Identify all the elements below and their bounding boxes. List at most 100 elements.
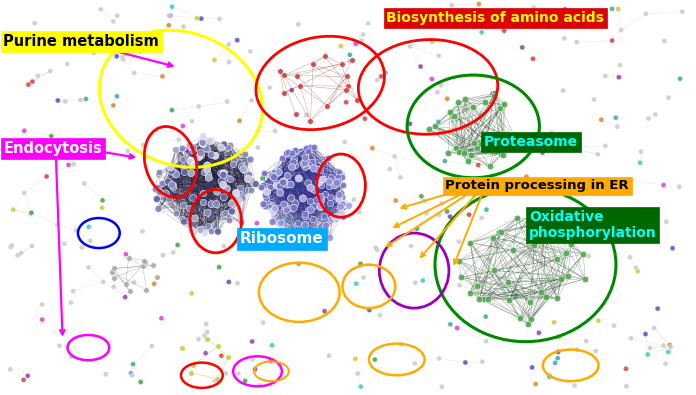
Point	[282, 173, 293, 179]
Point	[404, 120, 416, 127]
Point	[650, 111, 661, 118]
Point	[178, 23, 189, 30]
Point	[288, 159, 299, 166]
Point	[276, 177, 287, 184]
Point	[502, 279, 513, 286]
Point	[308, 165, 319, 171]
Point	[592, 151, 603, 158]
Point	[278, 72, 290, 79]
Point	[239, 167, 250, 173]
Point	[153, 172, 164, 178]
Point	[294, 236, 305, 243]
Point	[227, 198, 238, 204]
Point	[347, 57, 358, 64]
Point	[36, 301, 47, 308]
Point	[167, 184, 178, 190]
Point	[677, 9, 688, 15]
Point	[313, 233, 324, 240]
Point	[476, 29, 487, 36]
Point	[294, 241, 306, 248]
Point	[514, 315, 525, 322]
Point	[290, 162, 301, 168]
Point	[207, 162, 218, 168]
Point	[500, 132, 512, 139]
Point	[37, 316, 48, 323]
Point	[298, 161, 309, 167]
Point	[308, 144, 319, 150]
Point	[260, 183, 271, 189]
Point	[18, 377, 29, 383]
Point	[153, 169, 164, 175]
Point	[187, 145, 198, 151]
Point	[12, 252, 23, 258]
Point	[197, 199, 208, 205]
Point	[370, 245, 381, 251]
Point	[157, 252, 168, 258]
Point	[97, 279, 109, 285]
Text: Protein processing in ER: Protein processing in ER	[445, 179, 629, 192]
Point	[257, 175, 268, 182]
Point	[216, 170, 227, 177]
Point	[302, 148, 313, 154]
Point	[453, 239, 464, 245]
Point	[528, 143, 539, 150]
Point	[254, 382, 265, 389]
Point	[205, 228, 216, 235]
Point	[498, 185, 509, 192]
Point	[280, 150, 291, 157]
Point	[376, 73, 387, 79]
Point	[482, 295, 493, 302]
Point	[465, 151, 476, 158]
Point	[220, 370, 231, 376]
Point	[255, 184, 267, 190]
Point	[237, 195, 248, 201]
Point	[600, 73, 611, 79]
Point	[600, 143, 611, 149]
Point	[426, 76, 437, 82]
Point	[199, 230, 210, 237]
Point	[356, 38, 367, 44]
Point	[257, 184, 268, 190]
Point	[108, 284, 119, 290]
Point	[620, 366, 631, 372]
Point	[198, 169, 209, 175]
Point	[487, 90, 498, 96]
Point	[358, 275, 369, 281]
Point	[278, 90, 290, 96]
Point	[494, 232, 505, 238]
Point	[324, 182, 335, 189]
Point	[156, 315, 167, 322]
Point	[223, 175, 234, 182]
Point	[108, 18, 119, 24]
Point	[308, 187, 319, 193]
Point	[242, 176, 253, 182]
Point	[216, 145, 227, 151]
Point	[176, 145, 187, 151]
Point	[467, 104, 478, 110]
Point	[442, 96, 453, 102]
Point	[166, 4, 177, 10]
Point	[171, 171, 182, 177]
Point	[472, 283, 483, 289]
Point	[583, 253, 594, 260]
Point	[200, 350, 211, 356]
Point	[219, 243, 230, 249]
Point	[615, 62, 626, 68]
Point	[284, 204, 295, 211]
Point	[315, 203, 326, 209]
Point	[193, 154, 205, 160]
Point	[52, 97, 63, 103]
Point	[29, 20, 40, 26]
Point	[480, 314, 491, 320]
Point	[193, 336, 204, 342]
Point	[166, 182, 177, 188]
Text: Biosynthesis of amino acids: Biosynthesis of amino acids	[386, 11, 604, 25]
Point	[206, 201, 217, 207]
Point	[245, 48, 256, 55]
Point	[484, 256, 495, 262]
Point	[632, 268, 643, 275]
Point	[95, 6, 106, 13]
Point	[23, 81, 34, 88]
Point	[278, 179, 290, 186]
Point	[635, 160, 646, 166]
